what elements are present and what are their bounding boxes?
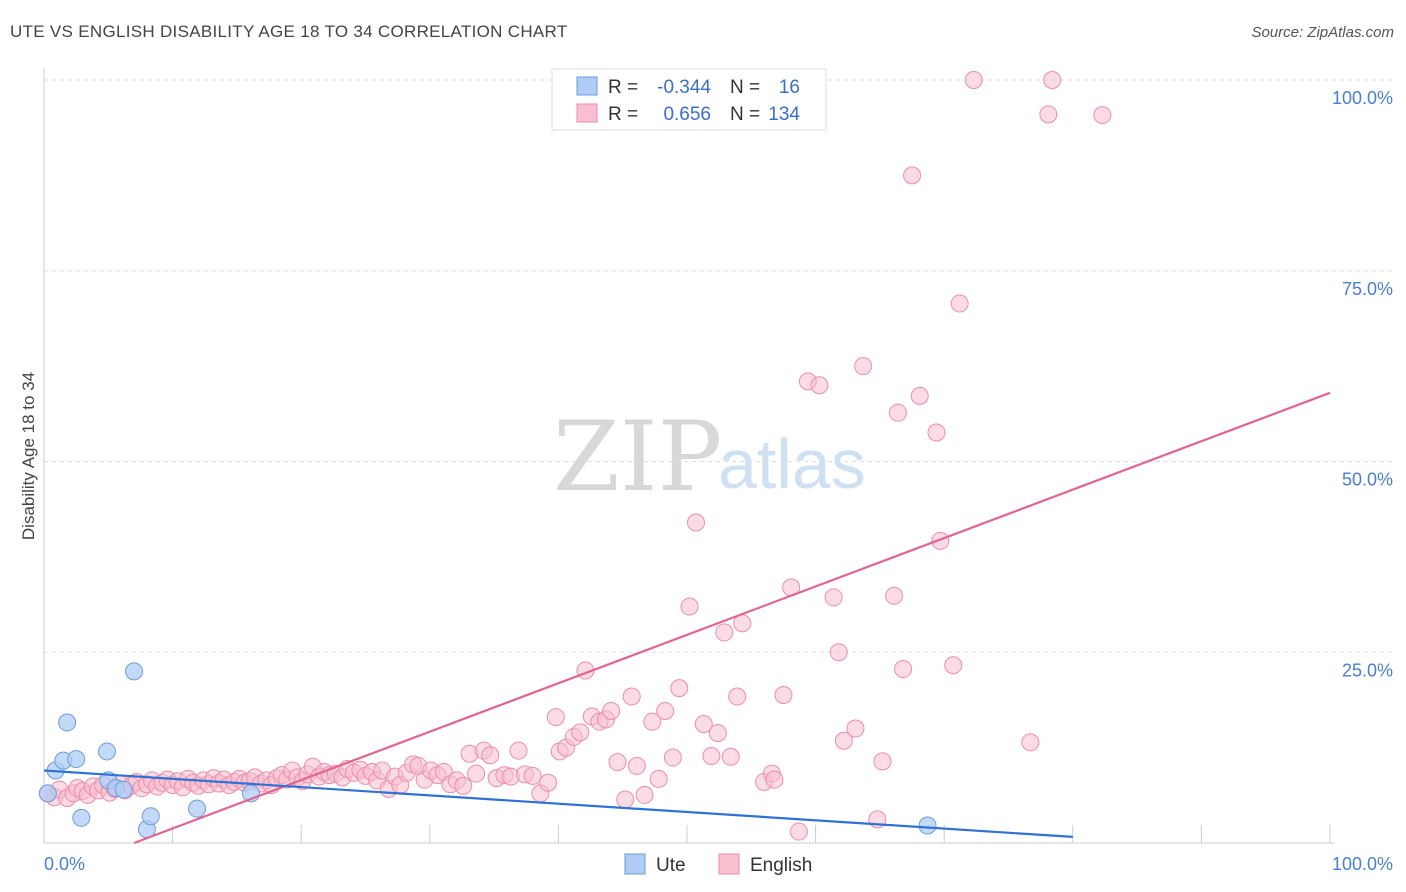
english-point: [885, 586, 904, 605]
english-point: [467, 764, 486, 783]
english-point: [616, 790, 635, 809]
ute-point: [141, 807, 160, 826]
x-tick-label-min: 0.0%: [44, 854, 85, 874]
english-point: [728, 687, 747, 706]
ute-point: [38, 784, 57, 803]
english-point: [454, 776, 473, 795]
english-point: [846, 719, 865, 738]
english-point: [663, 748, 682, 767]
english-point: [931, 531, 950, 550]
english-trend-line: [133, 391, 1331, 845]
english-point: [635, 785, 654, 804]
english-point: [910, 386, 929, 405]
english-point: [670, 679, 689, 698]
english-point: [944, 656, 963, 675]
english-point: [539, 773, 558, 792]
legend-english-n-label: N =: [730, 104, 760, 125]
bottom-legend-ute-label: Ute: [656, 855, 686, 876]
x-tick-label-max: 100.0%: [1332, 854, 1393, 874]
english-point: [509, 741, 528, 760]
ute-point: [58, 713, 77, 732]
legend-ute-swatch: [576, 76, 598, 96]
ute-point: [98, 742, 117, 761]
ute-points: [38, 662, 937, 839]
legend-ute-n-value: 16: [779, 77, 800, 98]
english-point: [774, 685, 793, 704]
english-point: [622, 687, 641, 706]
legend: R = -0.344 N = 16 R = 0.656 N = 134: [551, 68, 827, 131]
legend-ute-r-value: -0.344: [657, 77, 711, 98]
bottom-legend-english-label: English: [750, 855, 812, 876]
ute-trend-line: [43, 769, 1073, 838]
english-point: [687, 513, 706, 532]
english-point: [481, 746, 500, 765]
english-point: [810, 376, 829, 395]
english-point: [546, 708, 565, 727]
english-point: [656, 702, 675, 721]
english-point: [765, 770, 784, 789]
legend-english-r-value: 0.656: [663, 104, 711, 125]
english-point: [627, 756, 646, 775]
watermark-zip: ZIP: [553, 401, 722, 513]
english-point: [721, 747, 740, 766]
y-tick-label: 25.0%: [1342, 660, 1393, 680]
legend-ute-r-label: R =: [608, 77, 638, 98]
ute-point: [67, 750, 86, 769]
legend-ute-n-label: N =: [730, 77, 760, 98]
english-point: [829, 643, 848, 662]
english-point: [789, 822, 808, 841]
english-point: [824, 588, 843, 607]
english-point: [602, 702, 621, 721]
english-point: [680, 597, 699, 616]
bottom-legend-english-swatch: [718, 853, 740, 875]
english-point: [649, 769, 668, 788]
source-label: Source: ZipAtlas.com: [1251, 24, 1394, 41]
ute-point: [125, 662, 144, 681]
ute-point: [918, 816, 937, 835]
english-point: [873, 752, 892, 771]
bottom-legend: Ute English: [624, 853, 812, 876]
english-point: [1093, 106, 1112, 125]
legend-english-swatch: [576, 103, 598, 123]
english-point: [927, 423, 946, 442]
legend-english-r-label: R =: [608, 104, 638, 125]
y-tick-label: 50.0%: [1342, 470, 1393, 490]
english-point: [1039, 105, 1058, 124]
english-point: [571, 723, 590, 742]
y-tick-label: 100.0%: [1332, 88, 1393, 108]
english-point: [608, 753, 627, 772]
english-point: [888, 403, 907, 422]
english-point: [702, 747, 721, 766]
legend-english-n-value: 134: [768, 104, 800, 125]
y-tick-labels: 25.0% 50.0% 75.0% 100.0%: [1332, 88, 1393, 680]
legend-frame: [551, 68, 827, 131]
english-point: [715, 623, 734, 642]
english-point: [834, 731, 853, 750]
english-point: [708, 724, 727, 743]
x-ticks: [43, 825, 1331, 843]
english-point: [964, 71, 983, 89]
y-tick-label: 75.0%: [1342, 279, 1393, 299]
english-point: [523, 766, 542, 785]
bottom-legend-ute-swatch: [624, 853, 646, 875]
english-point: [950, 294, 969, 313]
english-point: [894, 660, 913, 679]
watermark-atlas: atlas: [718, 425, 866, 503]
grid: [44, 79, 1395, 653]
english-point: [1043, 71, 1062, 89]
english-point: [694, 714, 713, 733]
chart-title: UTE VS ENGLISH DISABILITY AGE 18 TO 34 C…: [10, 22, 568, 41]
english-point: [854, 357, 873, 376]
english-point: [1021, 733, 1040, 752]
ute-point: [72, 808, 91, 827]
english-point: [643, 712, 662, 731]
english-point: [903, 166, 922, 185]
ute-point: [114, 780, 133, 799]
ute-point: [188, 799, 207, 818]
trend-lines: [43, 391, 1331, 845]
y-axis-title: Disability Age 18 to 34: [19, 372, 38, 540]
